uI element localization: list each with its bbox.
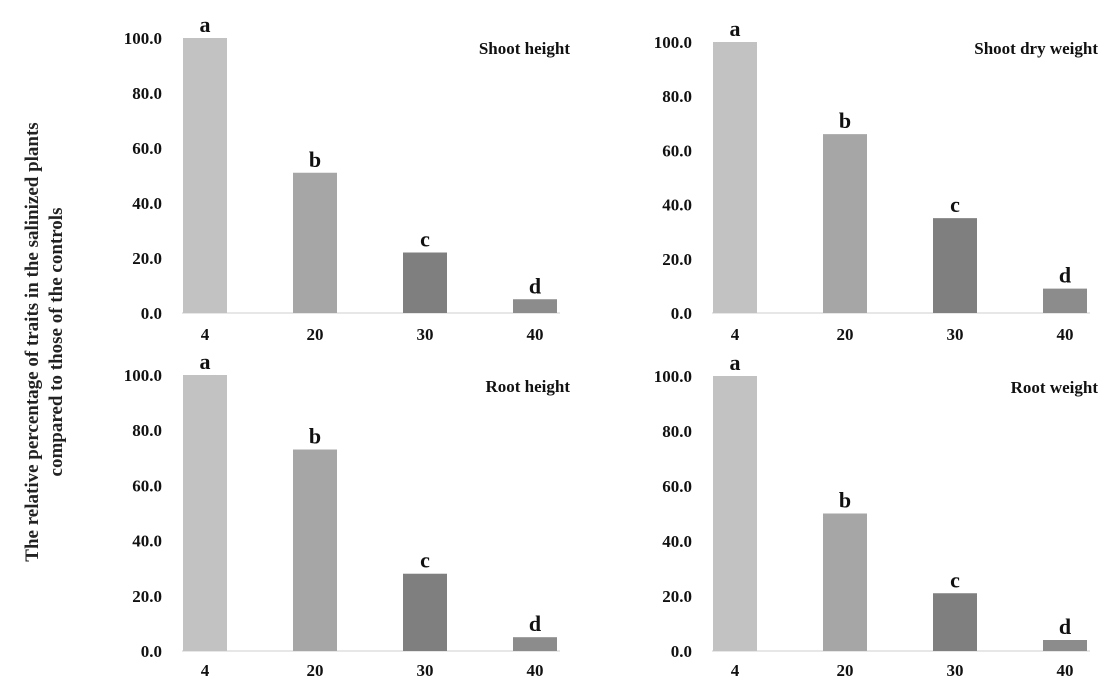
x-tick-label: 4 [201,325,210,344]
y-tick-label: 20.0 [132,249,162,268]
y-tick-label: 40.0 [662,532,692,551]
bar [293,449,337,651]
x-tick-label: 40 [1057,661,1074,680]
y-tick-label: 80.0 [662,87,692,106]
y-tick-label: 100.0 [124,29,162,48]
x-tick-label: 4 [201,661,210,680]
bar [933,218,977,313]
chart-title: Root weight [1011,378,1099,397]
chart-panel-root-weight: Root weight 0.0 20.0 40.0 60.0 80.0 100.0 a 4 b 20… [600,350,1110,684]
y-axis-label-line-1: The relative percentage of traits in the… [22,122,43,562]
y-tick-label: 0.0 [671,304,692,323]
x-tick-label: 20 [307,661,324,680]
bar [513,299,557,313]
bar [933,593,977,651]
y-tick-label: 20.0 [132,587,162,606]
bar [513,637,557,651]
chart-shoot-dry-weight: Shoot dry weight 0.0 20.0 40.0 60.0 80.0 100.0… [654,16,1099,344]
x-tick-label: 30 [417,325,434,344]
bar [713,376,757,651]
bar-letter-label: c [950,567,960,592]
bar-letter-label: a [200,349,211,374]
bar-letter-label: a [730,16,741,41]
bar [1043,288,1087,313]
bar-letter-label: d [529,273,541,298]
chart-title: Shoot height [479,39,570,58]
bar [713,42,757,313]
chart-shoot-height: Shoot height 0.0 20.0 40.0 60.0 80.0 100.0 a 4 b 2… [124,12,571,344]
bar-letter-label: d [1059,614,1071,639]
bar-letter-label: b [839,108,851,133]
x-tick-label: 40 [1057,325,1074,344]
x-tick-label: 4 [731,325,740,344]
y-tick-label: 100.0 [124,366,162,385]
y-tick-label: 0.0 [141,642,162,661]
x-tick-label: 30 [417,661,434,680]
bar-letter-label: c [420,548,430,573]
y-tick-label: 60.0 [662,477,692,496]
bar [823,134,867,313]
bar [403,252,447,313]
y-axis-label-line-2: compared to those of the controls [46,207,67,477]
y-tick-label: 80.0 [132,421,162,440]
y-tick-label: 40.0 [132,194,162,213]
bar [403,573,447,651]
y-tick-label: 40.0 [662,196,692,215]
y-tick-label: 60.0 [662,141,692,160]
x-tick-label: 40 [527,325,544,344]
y-tick-label: 20.0 [662,587,692,606]
x-tick-label: 30 [947,661,964,680]
y-tick-label: 100.0 [654,367,692,386]
y-tick-label: 60.0 [132,139,162,158]
chart-panel-shoot-dry-weight: Shoot dry weight 0.0 20.0 40.0 60.0 80.0 100.0… [600,0,1110,352]
chart-panel-shoot-height: Shoot height 0.0 20.0 40.0 60.0 80.0 100.0 a 4 b 2… [70,0,580,352]
bar [183,38,227,313]
bar [823,513,867,651]
x-tick-label: 20 [837,325,854,344]
bar-letter-label: a [200,12,211,37]
bar-letter-label: b [309,424,321,449]
y-tick-label: 40.0 [132,532,162,551]
bar [183,375,227,651]
bar-letter-label: d [529,611,541,636]
bar-letter-label: b [309,147,321,172]
chart-title: Root height [485,377,570,396]
bar-letter-label: a [730,350,741,375]
bar [1043,640,1087,651]
y-tick-label: 0.0 [141,304,162,323]
bar-letter-label: d [1059,263,1071,288]
bar [293,172,337,313]
chart-root-weight: Root weight 0.0 20.0 40.0 60.0 80.0 100.0 a 4 b 20… [654,350,1099,680]
y-tick-label: 60.0 [132,476,162,495]
chart-root-height: Root height 0.0 20.0 40.0 60.0 80.0 100.0 a 4 b 20… [124,349,571,680]
x-tick-label: 40 [527,661,544,680]
y-tick-label: 100.0 [654,33,692,52]
y-tick-label: 80.0 [132,84,162,103]
x-tick-label: 4 [731,661,740,680]
bar-letter-label: c [950,192,960,217]
y-tick-label: 20.0 [662,250,692,269]
bar-letter-label: b [839,488,851,513]
chart-title: Shoot dry weight [974,39,1098,58]
y-axis-label: The relative percentage of traits in the… [21,0,69,692]
chart-panel-root-height: Root height 0.0 20.0 40.0 60.0 80.0 100.0 a 4 b 20… [70,349,580,684]
x-tick-label: 30 [947,325,964,344]
y-tick-label: 80.0 [662,422,692,441]
x-tick-label: 20 [837,661,854,680]
x-tick-label: 20 [307,325,324,344]
bar-letter-label: c [420,227,430,252]
y-tick-label: 0.0 [671,642,692,661]
